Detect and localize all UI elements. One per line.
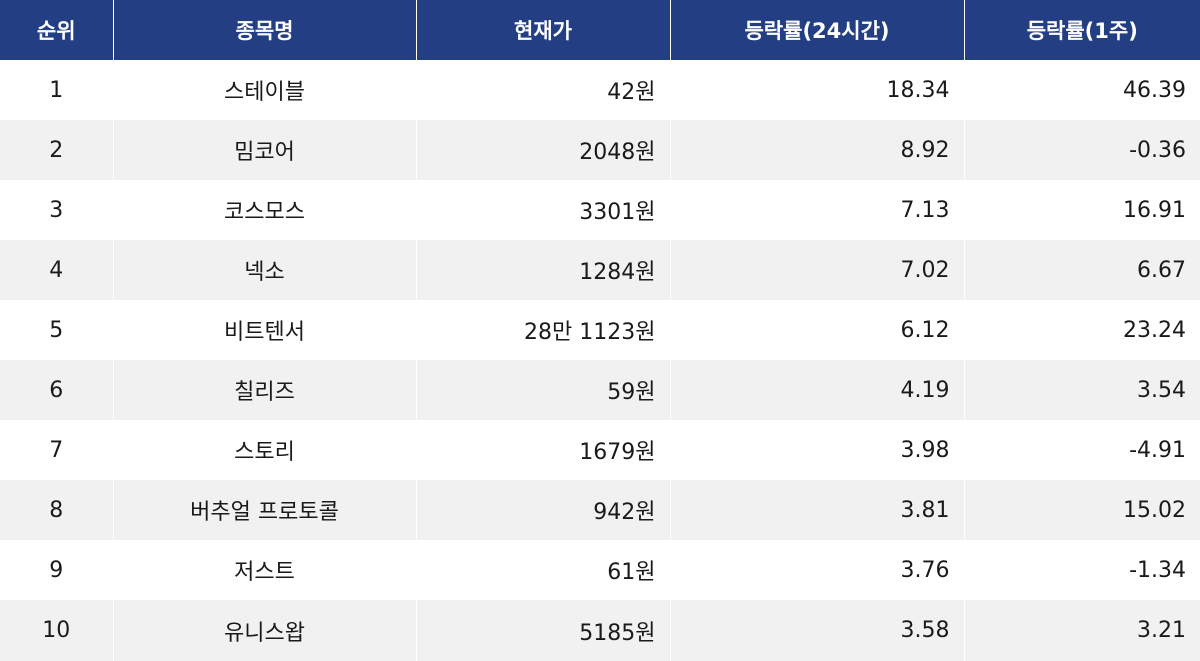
change-24h-cell: 6.12 (670, 300, 965, 360)
rank-cell: 2 (0, 120, 114, 180)
change-24h-cell: 7.02 (670, 240, 965, 300)
change-1w-cell: 15.02 (964, 480, 1200, 540)
price-cell: 3301원 (416, 180, 671, 240)
change-1w-cell: 3.54 (964, 360, 1200, 420)
coin-name-cell: 칠리즈 (113, 360, 417, 420)
coin-name-cell: 스테이블 (113, 60, 417, 120)
coin-name-cell: 코스모스 (113, 180, 417, 240)
price-cell: 1679원 (416, 420, 671, 480)
change-1w-cell: 16.91 (964, 180, 1200, 240)
price-cell: 61원 (416, 540, 671, 600)
price-cell: 2048원 (416, 120, 671, 180)
change-1w-cell: -1.34 (964, 540, 1200, 600)
change-1w-cell: 23.24 (964, 300, 1200, 360)
price-cell: 42원 (416, 60, 671, 120)
header-coin-name: 종목명 (113, 0, 417, 60)
header-change-1w: 등락률(1주) (964, 0, 1200, 60)
rank-cell: 9 (0, 540, 114, 600)
header-change-24h: 등락률(24시간) (670, 0, 965, 60)
change-1w-cell: 6.67 (964, 240, 1200, 300)
coin-name-cell: 스토리 (113, 420, 417, 480)
table-row: 6 칠리즈 59원 4.19 3.54 (0, 360, 1200, 420)
coin-name-cell: 비트텐서 (113, 300, 417, 360)
change-24h-cell: 18.34 (670, 60, 965, 120)
table-row: 5 비트텐서 28만 1123원 6.12 23.24 (0, 300, 1200, 360)
change-24h-cell: 3.76 (670, 540, 965, 600)
header-current-price: 현재가 (416, 0, 671, 60)
change-24h-cell: 3.81 (670, 480, 965, 540)
price-cell: 1284원 (416, 240, 671, 300)
coin-name-cell: 저스트 (113, 540, 417, 600)
table-row: 3 코스모스 3301원 7.13 16.91 (0, 180, 1200, 240)
rank-cell: 4 (0, 240, 114, 300)
change-24h-cell: 3.58 (670, 600, 965, 661)
rank-cell: 5 (0, 300, 114, 360)
change-1w-cell: -0.36 (964, 120, 1200, 180)
rank-cell: 3 (0, 180, 114, 240)
rank-cell: 7 (0, 420, 114, 480)
price-cell: 5185원 (416, 600, 671, 661)
table-row: 2 밈코어 2048원 8.92 -0.36 (0, 120, 1200, 180)
table-row: 7 스토리 1679원 3.98 -4.91 (0, 420, 1200, 480)
table-row: 1 스테이블 42원 18.34 46.39 (0, 60, 1200, 120)
rank-cell: 10 (0, 600, 114, 661)
change-24h-cell: 7.13 (670, 180, 965, 240)
change-1w-cell: -4.91 (964, 420, 1200, 480)
coin-name-cell: 유니스왑 (113, 600, 417, 661)
price-cell: 59원 (416, 360, 671, 420)
change-1w-cell: 3.21 (964, 600, 1200, 661)
rank-cell: 8 (0, 480, 114, 540)
coin-name-cell: 넥소 (113, 240, 417, 300)
price-cell: 28만 1123원 (416, 300, 671, 360)
table-row: 9 저스트 61원 3.76 -1.34 (0, 540, 1200, 600)
change-24h-cell: 4.19 (670, 360, 965, 420)
header-rank: 순위 (0, 0, 114, 60)
change-1w-cell: 46.39 (964, 60, 1200, 120)
table-row: 10 유니스왑 5185원 3.58 3.21 (0, 600, 1200, 661)
change-24h-cell: 3.98 (670, 420, 965, 480)
table-row: 4 넥소 1284원 7.02 6.67 (0, 240, 1200, 300)
rank-cell: 1 (0, 60, 114, 120)
table-row: 8 버추얼 프로토콜 942원 3.81 15.02 (0, 480, 1200, 540)
rank-cell: 6 (0, 360, 114, 420)
header-row: 순위 종목명 현재가 등락률(24시간) 등락률(1주) (0, 0, 1200, 60)
change-24h-cell: 8.92 (670, 120, 965, 180)
coin-name-cell: 밈코어 (113, 120, 417, 180)
price-cell: 942원 (416, 480, 671, 540)
coin-name-cell: 버추얼 프로토콜 (113, 480, 417, 540)
